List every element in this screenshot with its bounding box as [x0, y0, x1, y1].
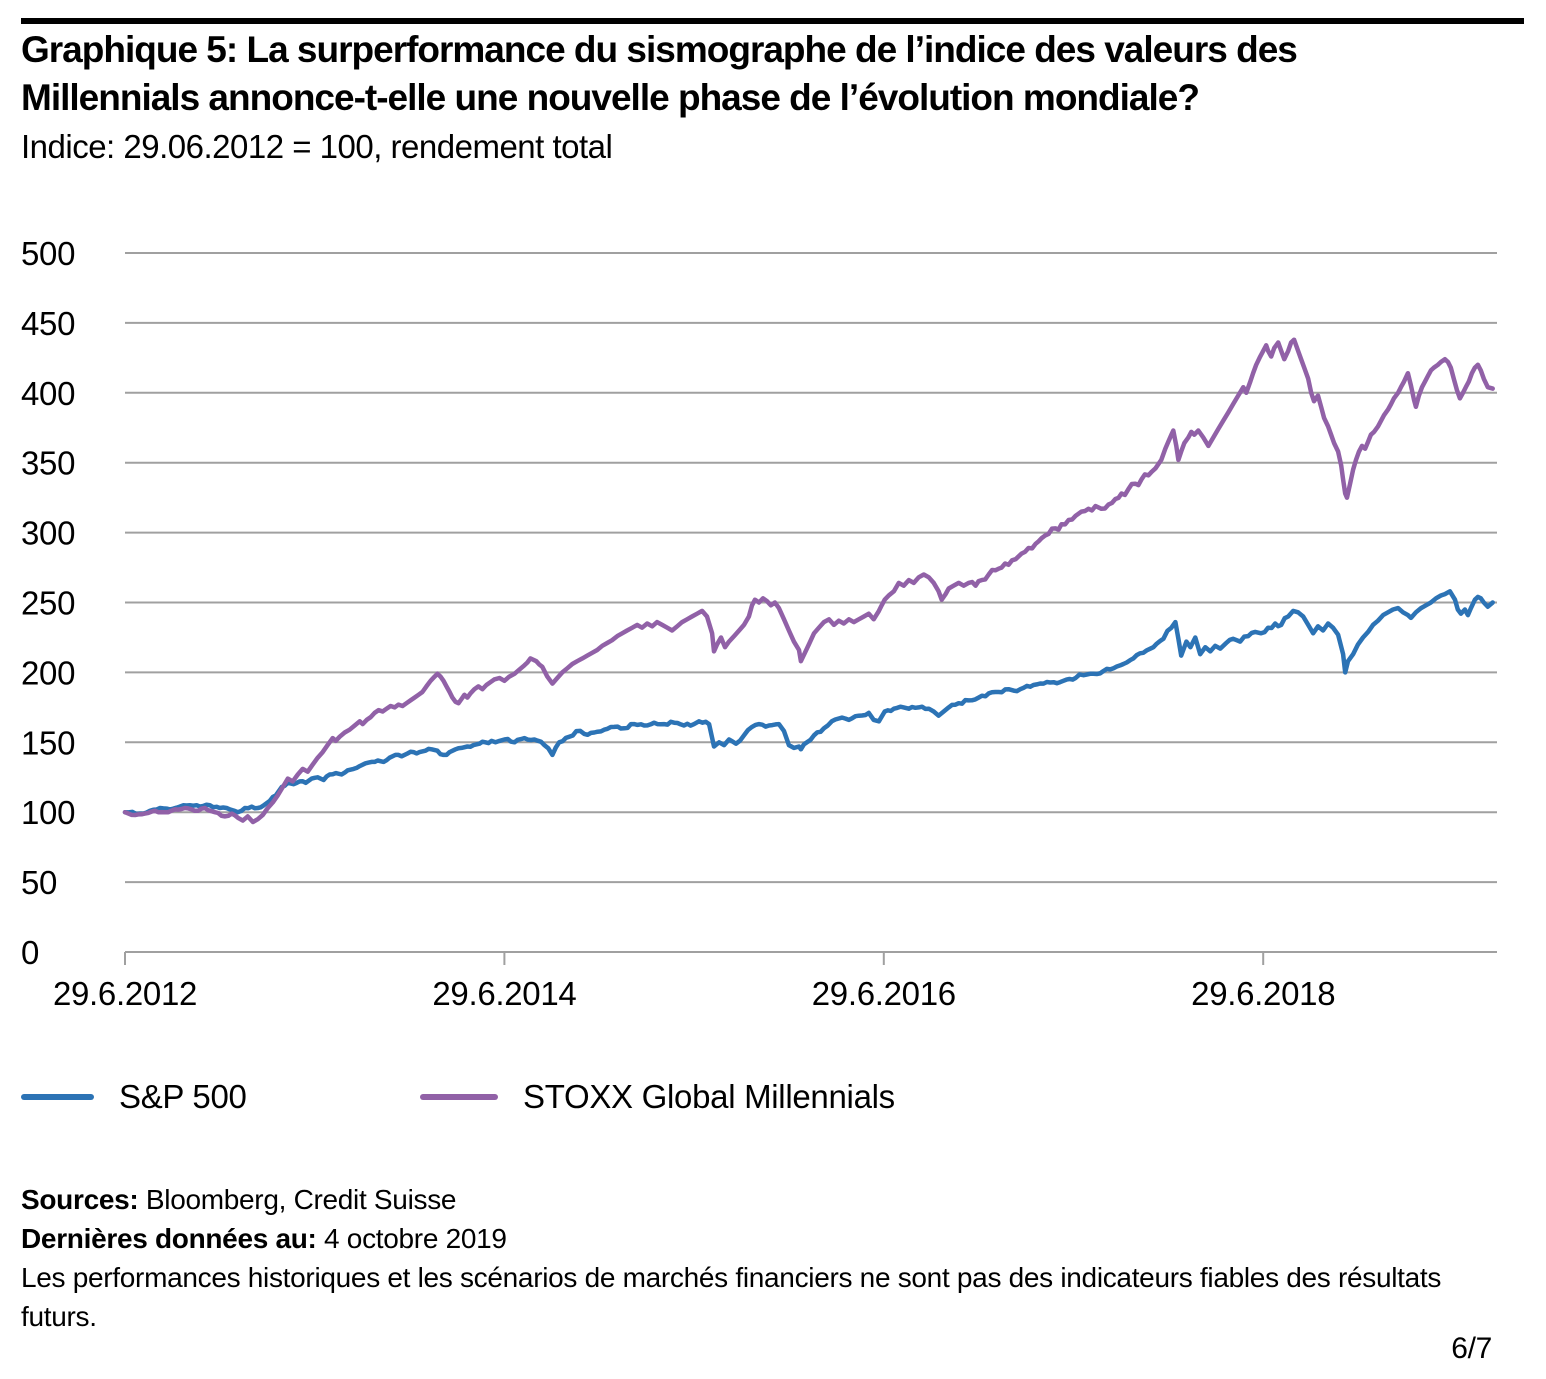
y-tick-label: 100	[21, 794, 75, 831]
x-tick-label: 29.6.2018	[1191, 975, 1335, 1012]
y-tick-label: 0	[21, 934, 39, 971]
page-number: 6/7	[1451, 1332, 1492, 1365]
legend-item-sp500: S&P 500	[21, 1078, 247, 1116]
sources-label: Sources:	[21, 1184, 139, 1215]
series-line-sp500	[122, 589, 1495, 817]
series-line-stoxx-millennials	[122, 337, 1495, 825]
y-tick-label: 500	[21, 235, 75, 272]
legend-item-stoxx-millennials: STOXX Global Millennials	[420, 1078, 895, 1116]
last-data-label: Dernières données au:	[21, 1223, 317, 1254]
legend-label-stoxx-millennials: STOXX Global Millennials	[523, 1078, 895, 1115]
last-data-value: 4 octobre 2019	[316, 1223, 507, 1254]
x-tick-label: 29.6.2014	[432, 975, 576, 1012]
top-rule	[21, 18, 1524, 24]
chart-subtitle: Indice: 29.06.2012 = 100, rendement tota…	[21, 128, 613, 165]
y-tick-label: 450	[21, 305, 75, 342]
last-data-line: Dernières données au: 4 octobre 2019	[21, 1219, 1516, 1258]
x-tick-label: 29.6.2016	[812, 975, 956, 1012]
chart-title-line2: Millennials annonce-t-elle une nouvelle …	[21, 77, 1200, 118]
y-tick-label: 300	[21, 515, 75, 552]
y-tick-label: 250	[21, 585, 75, 622]
disclaimer: Les performances historiques et les scén…	[21, 1262, 1442, 1332]
legend-label-sp500: S&P 500	[119, 1078, 247, 1115]
line-chart: 0 50 100 150 200 250 300 350 400 450 500 29.6.2012 2…	[21, 235, 1497, 1012]
sources-value: Bloomberg, Credit Suisse	[138, 1184, 457, 1215]
sp500-line-swatch	[21, 1094, 94, 1100]
sources-line: Sources: Bloomberg, Credit Suisse	[21, 1180, 1516, 1219]
chart-footer: Sources: Bloomberg, Credit Suisse Derniè…	[21, 1180, 1516, 1336]
y-tick-label: 150	[21, 724, 75, 761]
chart-title-line1: Graphique 5: La surperformance du sismog…	[21, 29, 1298, 70]
chart-header: Graphique 5: La surperformance du sismog…	[21, 26, 1531, 172]
y-tick-label: 400	[21, 375, 75, 412]
x-tick-label: 29.6.2012	[53, 975, 197, 1012]
y-tick-label: 200	[21, 654, 75, 691]
y-tick-label: 50	[21, 864, 57, 901]
stoxx-millennials-line-swatch	[420, 1094, 498, 1100]
y-tick-label: 350	[21, 445, 75, 482]
